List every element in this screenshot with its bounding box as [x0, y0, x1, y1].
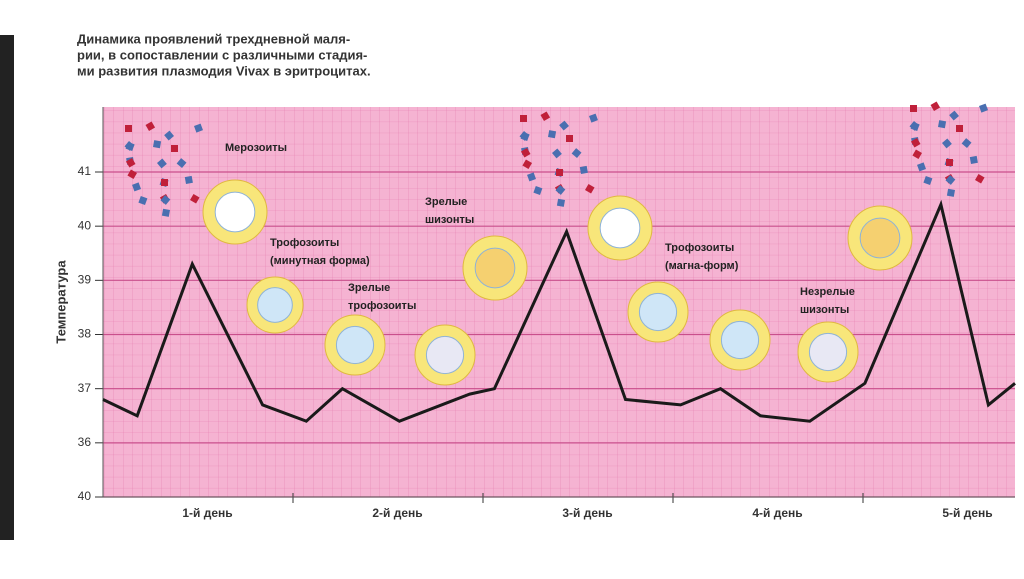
merozoite: [969, 155, 978, 165]
merozoite: [194, 123, 203, 133]
chart-title-line: Динамика проявлений трехдневной маля-: [77, 31, 350, 46]
merozoite: [527, 172, 536, 182]
merozoite: [127, 169, 137, 180]
cell-core: [599, 207, 641, 249]
temperature-line: [102, 199, 1016, 423]
merozoite: [190, 193, 200, 204]
merozoite: [938, 120, 947, 129]
merozoite: [930, 101, 941, 112]
merozoite: [975, 173, 985, 184]
plot-grid-texture: [103, 107, 1015, 497]
annotation: Зрелые: [425, 196, 467, 208]
merozoite: [161, 179, 168, 186]
merozoite: [153, 140, 162, 149]
merozoite: [540, 111, 551, 122]
x-tick-label: 2-й день: [372, 506, 422, 520]
chart-title: Динамика проявлений трехдневной маля-рии…: [77, 31, 371, 78]
chart-title-line: рии, в сопоставлении с различными стадия…: [77, 47, 367, 62]
annotation: (минутная форма): [270, 255, 370, 267]
merozoite: [125, 158, 136, 168]
scan-edge: [0, 35, 14, 540]
y-tick-label: 38: [78, 327, 92, 341]
merozoite: [520, 148, 531, 158]
merozoite: [589, 113, 598, 123]
merozoite: [949, 110, 959, 121]
cell-core: [474, 247, 516, 289]
merozoite: [125, 125, 132, 132]
merozoite: [923, 176, 933, 185]
y-tick-label: 41: [78, 164, 92, 178]
merozoite: [961, 138, 972, 149]
merozoite: [132, 182, 141, 192]
merozoite: [912, 149, 922, 160]
merozoite: [945, 174, 956, 185]
y-tick-label: 37: [78, 381, 92, 395]
x-tick-label: 1-й день: [182, 506, 232, 520]
annotation: Незрелые: [800, 286, 855, 298]
merozoite: [548, 130, 557, 139]
merozoite: [161, 208, 170, 217]
merozoite: [585, 183, 595, 194]
cell-core: [638, 292, 678, 332]
merozoite: [184, 175, 193, 184]
cell-core: [425, 335, 465, 375]
merozoite: [946, 159, 953, 166]
merozoite: [125, 141, 135, 151]
merozoite: [552, 148, 562, 159]
cell-core: [214, 191, 256, 233]
merozoite: [520, 131, 530, 141]
x-tick-label: 4-й день: [752, 506, 802, 520]
merozoite: [164, 130, 174, 141]
merozoite: [910, 105, 917, 112]
x-tick-label: 3-й день: [562, 506, 612, 520]
annotation: шизонты: [800, 304, 849, 316]
merozoite: [910, 121, 920, 131]
merozoite: [956, 125, 963, 132]
y-tick-label: 39: [78, 273, 92, 287]
annotation: (магна-форм): [665, 260, 739, 272]
annotation: Трофозоиты: [665, 242, 734, 254]
annotation: шизонты: [425, 214, 474, 226]
y-tick-label: 36: [78, 435, 92, 449]
merozoite: [555, 184, 566, 195]
merozoite: [520, 115, 527, 122]
cell-core: [859, 217, 901, 259]
merozoite: [910, 138, 921, 148]
chart-title-line: ми развития плазмодия Vivax в эритроцита…: [77, 63, 371, 78]
cell-core: [808, 332, 848, 372]
merozoite: [559, 120, 569, 131]
annotation: Зрелые: [348, 282, 390, 294]
merozoite: [138, 196, 148, 205]
merozoite: [571, 148, 582, 158]
merozoite: [176, 158, 187, 168]
merozoite: [566, 135, 573, 142]
merozoite: [145, 121, 156, 131]
merozoite: [556, 198, 565, 207]
merozoite: [579, 165, 588, 174]
y-axis-label: Температура: [53, 260, 68, 344]
cell-core: [335, 325, 375, 365]
merozoite: [942, 138, 952, 149]
y-tick-label: 40: [78, 218, 92, 232]
merozoite: [171, 145, 178, 152]
annotation: трофозоиты: [348, 300, 416, 312]
merozoite: [522, 159, 532, 170]
merozoite: [156, 158, 167, 169]
annotation: Мерозоиты: [225, 142, 287, 154]
merozoite: [979, 103, 988, 113]
merozoite: [917, 162, 927, 172]
cell-core: [257, 287, 293, 323]
merozoite: [946, 188, 955, 197]
annotation: Трофозоиты: [270, 237, 339, 249]
y-tick-label: 40: [78, 489, 92, 503]
cell-core: [720, 320, 760, 360]
x-tick-label: 5-й день: [942, 506, 992, 520]
merozoite: [533, 186, 543, 195]
merozoite: [160, 195, 171, 205]
merozoite: [556, 169, 563, 176]
